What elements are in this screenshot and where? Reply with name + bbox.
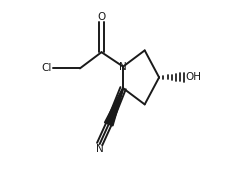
Text: N: N	[119, 62, 127, 72]
Text: OH: OH	[185, 72, 201, 82]
Polygon shape	[104, 88, 124, 126]
Text: O: O	[97, 12, 106, 22]
Text: N: N	[96, 144, 103, 154]
Text: Cl: Cl	[42, 63, 52, 73]
